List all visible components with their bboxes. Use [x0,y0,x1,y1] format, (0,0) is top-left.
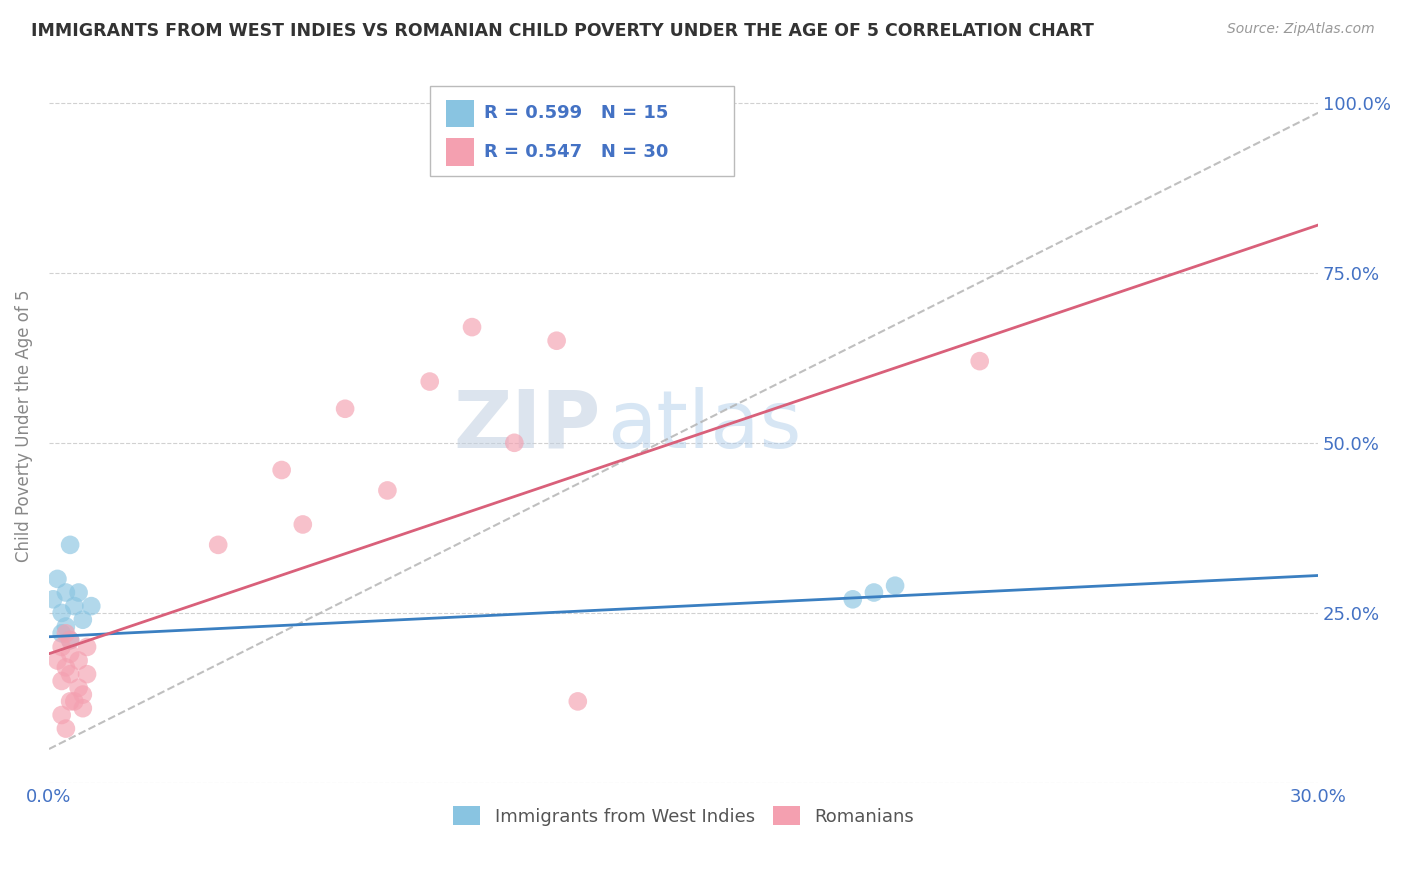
Point [55,619,77,633]
Point [461,320,484,334]
Point [63,599,86,614]
Point [419,375,441,389]
Point [59,633,82,648]
Point [51,708,73,723]
Point [72,701,94,715]
Point [72,688,94,702]
Point [567,694,589,708]
Point [55,585,77,599]
Point [80,599,103,614]
Point [59,694,82,708]
Point [59,538,82,552]
Point [546,334,568,348]
Point [51,606,73,620]
Point [59,633,82,648]
Point [63,694,86,708]
Point [884,579,907,593]
Point [59,667,82,681]
Text: ZIP: ZIP [454,387,600,465]
Point [291,517,314,532]
Text: R = 0.547   N = 30: R = 0.547 N = 30 [484,143,669,161]
Point [42,592,65,607]
Point [46,572,69,586]
Point [51,626,73,640]
Point [333,401,356,416]
Bar [446,100,474,127]
Point [377,483,399,498]
Point [503,435,526,450]
Point [76,640,98,654]
Point [207,538,229,552]
Point [863,585,886,599]
Point [67,681,90,695]
Point [842,592,865,607]
Point [55,660,77,674]
FancyBboxPatch shape [430,87,734,176]
Y-axis label: Child Poverty Under the Age of 5: Child Poverty Under the Age of 5 [15,290,32,562]
Legend: Immigrants from West Indies, Romanians: Immigrants from West Indies, Romanians [444,797,924,835]
Point [51,673,73,688]
Point [55,626,77,640]
Text: IMMIGRANTS FROM WEST INDIES VS ROMANIAN CHILD POVERTY UNDER THE AGE OF 5 CORRELA: IMMIGRANTS FROM WEST INDIES VS ROMANIAN … [31,22,1094,40]
Point [59,647,82,661]
Bar [446,138,474,166]
Text: R = 0.599   N = 15: R = 0.599 N = 15 [484,104,669,122]
Point [51,640,73,654]
Point [72,613,94,627]
Point [969,354,991,368]
Text: Source: ZipAtlas.com: Source: ZipAtlas.com [1227,22,1375,37]
Point [67,585,90,599]
Point [67,654,90,668]
Text: atlas: atlas [607,387,801,465]
Point [46,654,69,668]
Point [55,722,77,736]
Point [76,667,98,681]
Point [270,463,292,477]
